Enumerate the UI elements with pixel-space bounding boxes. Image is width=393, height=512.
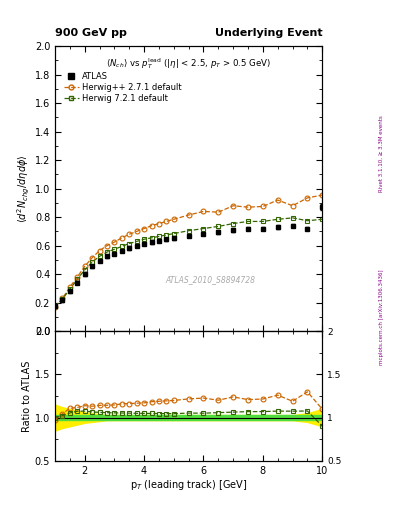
X-axis label: p$_T$ (leading track) [GeV]: p$_T$ (leading track) [GeV] bbox=[130, 478, 247, 493]
Y-axis label: Ratio to ATLAS: Ratio to ATLAS bbox=[22, 360, 32, 432]
Text: ATLAS_2010_S8894728: ATLAS_2010_S8894728 bbox=[165, 275, 255, 284]
Text: mcplots.cern.ch [arXiv:1306.3436]: mcplots.cern.ch [arXiv:1306.3436] bbox=[379, 270, 384, 365]
Text: $\langle N_{ch}\rangle$ vs $p_T^{\rm lead}$ ($|\eta|$ < 2.5, $p_T$ > 0.5 GeV): $\langle N_{ch}\rangle$ vs $p_T^{\rm lea… bbox=[106, 56, 271, 71]
Text: 900 GeV pp: 900 GeV pp bbox=[55, 28, 127, 38]
Text: Underlying Event: Underlying Event bbox=[215, 28, 322, 38]
Text: Rivet 3.1.10, ≥ 3.3M events: Rivet 3.1.10, ≥ 3.3M events bbox=[379, 115, 384, 192]
Legend: ATLAS, Herwig++ 2.7.1 default, Herwig 7.2.1 default: ATLAS, Herwig++ 2.7.1 default, Herwig 7.… bbox=[62, 70, 183, 105]
Y-axis label: $\langle d^2 N_{chg}/d\eta d\phi \rangle$: $\langle d^2 N_{chg}/d\eta d\phi \rangle… bbox=[16, 154, 32, 223]
